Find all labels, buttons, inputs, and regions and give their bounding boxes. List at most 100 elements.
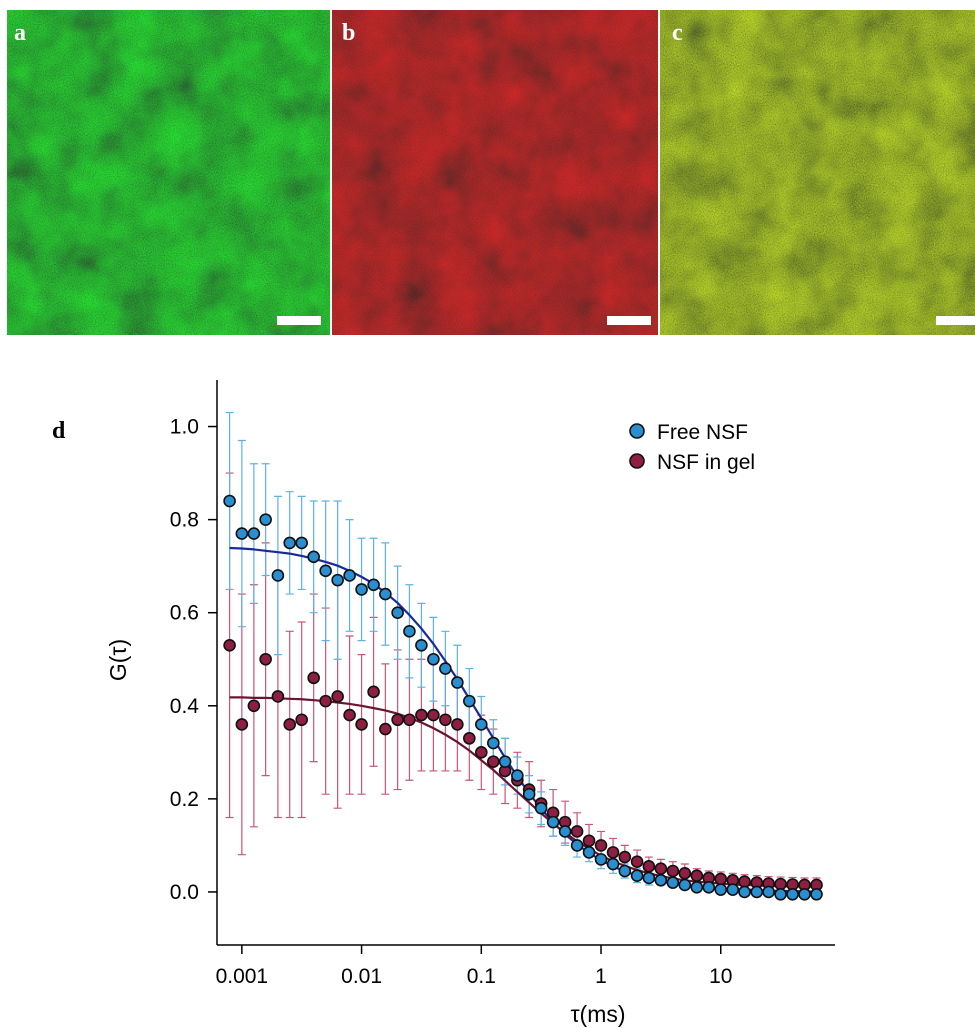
data-point [355,583,368,596]
panel-label: b [342,20,355,46]
data-point [415,708,428,722]
data-point [618,864,632,878]
data-point [307,550,320,564]
data-point [678,867,692,880]
data-point [714,872,728,886]
data-point [594,853,608,866]
fit-line [229,696,817,888]
data-point [582,846,596,859]
data-point [235,527,249,540]
data-point [295,536,308,550]
y-tick-label: 0.8 [170,509,199,532]
data-point [702,880,716,894]
data-point [439,662,452,675]
legend-label: NSF in gel [657,451,755,474]
data-point [714,883,728,896]
x-tick-label: 0.1 [467,965,496,988]
micrograph [332,10,658,335]
panel-label: a [14,20,26,46]
plot-area [223,411,823,901]
data-point [594,839,608,852]
data-point [666,864,680,878]
data-point [427,708,440,722]
data-point [522,787,536,801]
x-axis-label: τ(ms) [570,1001,625,1027]
data-point [642,871,656,885]
x-tick-label: 0.001 [216,965,269,988]
data-point [498,755,512,768]
micrograph [7,10,330,335]
data-point [606,846,620,859]
data-point [355,718,368,731]
y-tick-label: 0.6 [170,602,199,625]
data-point [511,769,524,782]
data-point [654,874,668,887]
y-tick-label: 0.4 [170,695,200,718]
data-point [307,671,320,685]
panel-label: d [52,418,66,444]
data-point [487,736,500,750]
data-point [259,652,272,666]
data-point [331,573,344,587]
data-point [630,869,644,882]
data-point [247,527,261,540]
data-point [642,860,656,873]
data-point [283,718,297,731]
data-point [750,885,764,899]
y-tick-label: 0.2 [170,788,199,811]
data-point [534,801,548,815]
data-point [546,815,560,829]
legend-label: Free NSF [657,421,748,444]
data-point [690,880,704,894]
data-point [726,883,740,896]
data-point [582,834,596,848]
data-point [475,746,488,759]
data-point [678,878,692,892]
data-point [630,855,644,868]
legend-marker [629,423,645,439]
data-point [319,694,332,708]
micrograph [660,10,975,335]
data-point [690,869,704,882]
legend-marker [629,453,645,469]
data-point [774,877,787,891]
data-point [487,755,500,768]
data-point [558,825,572,838]
data-point [343,569,356,582]
data-point [283,536,297,550]
panel-label: c [672,20,683,46]
data-point [762,885,775,899]
data-point [271,690,285,703]
data-point [223,638,236,652]
x-tick-label: 1 [595,965,607,988]
data-point [415,638,428,652]
data-point [319,564,332,578]
data-point [451,718,464,731]
data-point [367,685,380,699]
data-point [403,625,416,638]
data-point [223,494,236,508]
data-point [427,652,440,666]
data-point [367,578,380,592]
y-tick-label: 0.0 [170,881,199,904]
data-point [379,722,392,736]
data-point [259,513,272,526]
data-point [618,850,632,864]
data-point [475,718,488,731]
data-point [738,885,751,899]
x-tick-label: 10 [709,965,732,988]
data-point [391,606,404,620]
data-point [403,713,416,727]
data-point [463,732,476,745]
data-point [451,676,464,689]
data-point [379,587,392,601]
data-point [798,887,811,901]
data-point [391,713,404,727]
data-point [738,875,751,889]
data-point [271,569,285,582]
data-point [786,887,799,901]
data-point [666,876,680,889]
data-point [570,825,584,838]
data-point [774,887,787,901]
